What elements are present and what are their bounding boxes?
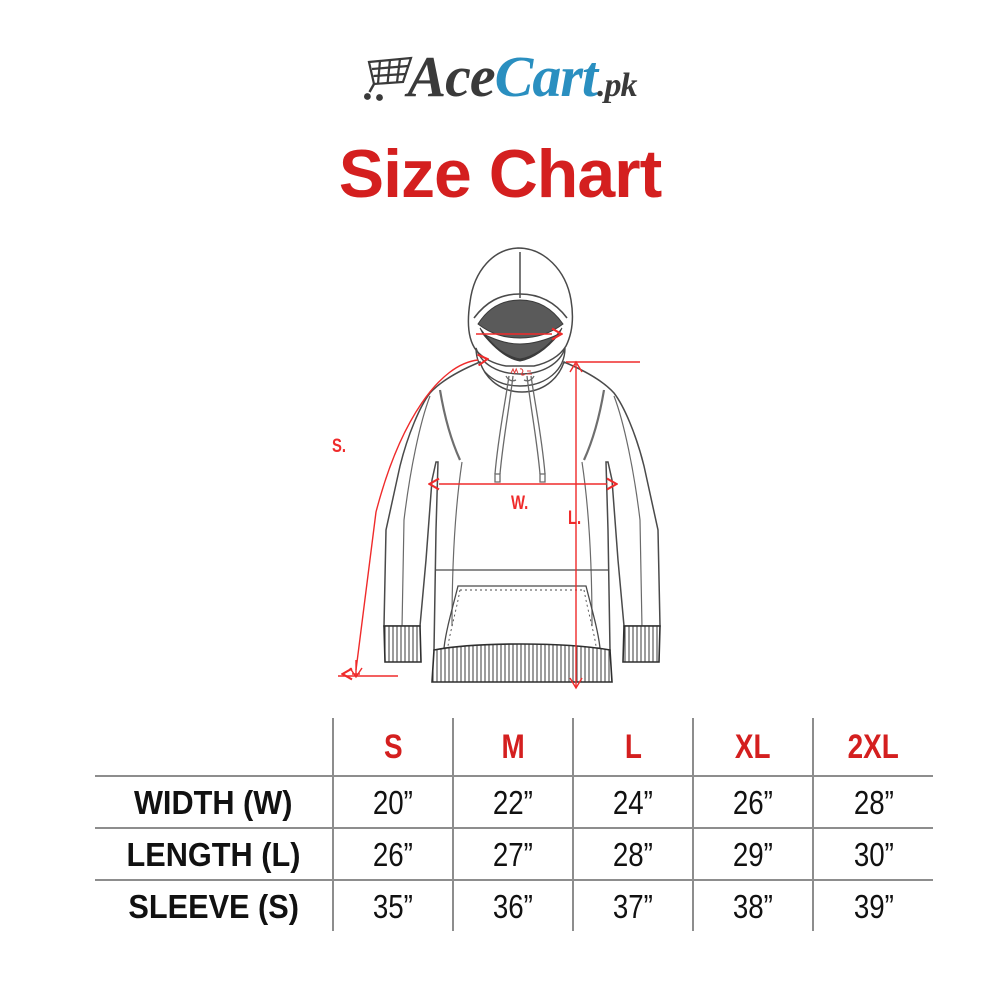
cell-sleeve-m: 36” [452,879,573,931]
cuff-rib-left [383,625,422,663]
brand-logo: AceCart.pk [0,48,1000,106]
page-title: Size Chart [338,136,663,212]
cell-width-m: 22” [452,775,573,828]
cell-length-xl: 29” [692,827,813,880]
brand-name-primary: Ace [407,44,495,109]
cell-length-m: 27” [452,827,573,880]
cell-length-s: 26” [332,827,453,880]
brand-name-secondary: Cart [494,44,598,109]
table-corner-cell [95,718,333,776]
table-grid-tails [95,893,933,907]
cuff-rib-right [622,625,661,663]
cell-width-xl: 26” [692,775,813,828]
cell-width-2xl: 28” [812,775,933,828]
cell-length-2xl: 30” [812,827,933,880]
neck-label-mark [510,367,532,376]
measure-length [566,360,640,690]
row-label-sleeve: SLEEVE (S) [95,879,333,931]
table-row: LENGTH (L) 26” 27” 28” 29” 30” [95,827,933,880]
collar [475,347,566,387]
row-label-width: WIDTH (W) [95,775,333,828]
measure-label-length: L. [568,508,582,529]
table-row: WIDTH (W) 20” 22” 24” 26” 28” [95,775,933,828]
hoodie-illustration [280,230,720,710]
table-row: SLEEVE (S) 35” 36” 37” 38” 39” [95,879,933,931]
row-label-length: LENGTH (L) [95,827,333,880]
cell-sleeve-xl: 38” [692,879,813,931]
cell-length-l: 28” [572,827,693,880]
column-header-xl: XL [692,718,813,776]
cell-sleeve-l: 37” [572,879,693,931]
column-header-2xl: 2XL [812,718,933,776]
measure-label-width: W. [511,493,529,514]
hem-rib [431,643,613,683]
cell-sleeve-2xl: 39” [812,879,933,931]
measure-sleeve [338,360,478,677]
cell-width-s: 20” [332,775,453,828]
column-header-s: S [332,718,453,776]
column-header-m: M [452,718,573,776]
cell-sleeve-s: 35” [332,879,453,931]
column-header-l: L [572,718,693,776]
measure-label-sleeve: S. [332,436,347,457]
table-header-row: S M L XL 2XL [95,718,933,776]
shopping-cart-icon [363,56,417,106]
brand-name-tld: .pk [597,67,637,104]
cell-width-l: 24” [572,775,693,828]
size-chart-table: S M L XL 2XL WIDTH (W) 20” 22” 24” 26” 2… [95,718,933,931]
